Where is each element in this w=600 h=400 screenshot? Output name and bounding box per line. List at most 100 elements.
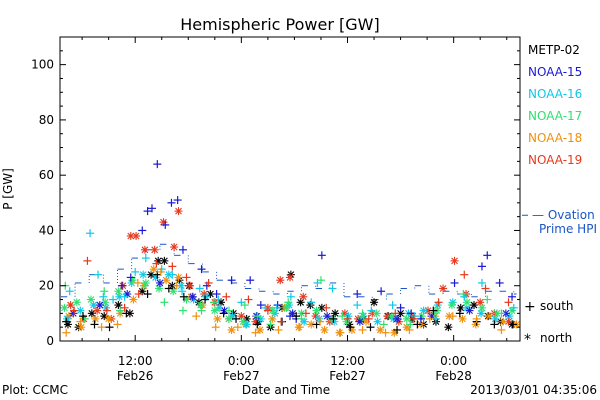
north-point	[282, 303, 291, 312]
north-point	[91, 314, 100, 323]
north-point-d2	[444, 323, 452, 331]
south-point	[477, 262, 486, 271]
south-point	[113, 320, 122, 329]
north-point-d2	[176, 276, 183, 284]
north-point	[276, 276, 285, 285]
north-point-d2	[91, 315, 99, 323]
north-point	[132, 231, 141, 240]
north-point-d2	[90, 301, 98, 309]
north-point	[220, 306, 229, 315]
south-point	[227, 276, 236, 285]
north-point	[477, 303, 486, 312]
north-point-d2	[114, 301, 122, 309]
north-point-d2	[129, 276, 136, 284]
south-point	[192, 312, 201, 321]
north-point-d2	[370, 298, 378, 306]
x-axis-label: Date and Time	[242, 383, 330, 397]
south-point	[138, 226, 147, 235]
south-point	[209, 298, 218, 307]
north-point	[485, 312, 494, 321]
north-point	[89, 301, 98, 310]
north-point	[433, 301, 442, 310]
south-point	[167, 198, 176, 207]
south-point	[364, 314, 373, 323]
x-tick-sublabel: Feb27	[329, 369, 366, 383]
south-point	[497, 325, 506, 334]
north-point-d2	[395, 318, 403, 326]
south-point	[377, 287, 386, 296]
north-point-d2	[257, 315, 265, 323]
south-point	[161, 220, 170, 229]
north-point	[499, 317, 508, 326]
north-point-d2	[276, 276, 284, 284]
north-point-d2	[77, 323, 85, 331]
ovation-prime-hpi-line	[60, 214, 528, 301]
north-point-d2	[434, 301, 442, 309]
south-point	[272, 303, 281, 312]
north-point-d2	[403, 315, 411, 323]
north-point-d2	[147, 271, 155, 279]
south-point	[160, 298, 169, 307]
north-point-d2	[206, 290, 214, 298]
south-point	[143, 290, 152, 299]
south-point	[214, 295, 223, 304]
x-tick-label: 12:00	[330, 354, 365, 368]
footer-timestamp: 2013/03/01 04:35:06	[470, 383, 597, 397]
north-point-d2	[300, 318, 308, 326]
north-point-d2	[215, 304, 223, 312]
south-point	[256, 301, 265, 310]
south-point	[99, 292, 108, 301]
south-point	[379, 320, 388, 329]
south-point	[232, 314, 241, 323]
north-point	[104, 314, 113, 323]
north-point-d2	[374, 318, 381, 326]
north-point-d2	[141, 246, 149, 254]
north-point	[139, 270, 148, 279]
north-point-d2	[388, 312, 396, 320]
legend-item-noaa-18: NOAA-18	[528, 131, 582, 145]
north-point	[129, 295, 138, 304]
south-point	[109, 295, 118, 304]
south-point	[429, 306, 438, 315]
y-tick-label: 60	[39, 168, 54, 182]
north-point-d2	[156, 279, 164, 287]
south-point	[338, 312, 347, 321]
y-tick-label: 40	[39, 223, 54, 237]
north-point	[177, 281, 186, 290]
x-tick-label: 0:00	[440, 354, 467, 368]
south-point	[459, 290, 468, 299]
north-point	[100, 312, 109, 321]
north-point	[456, 303, 465, 312]
legend-south-label: south	[540, 299, 574, 313]
y-tick-label: 80	[39, 113, 54, 127]
south-point	[140, 281, 149, 290]
south-point	[76, 317, 85, 326]
south-point	[366, 323, 375, 332]
south-point	[233, 323, 242, 332]
south-point	[222, 292, 231, 301]
south-point	[455, 309, 464, 318]
south-point	[322, 303, 331, 312]
north-point-d2	[105, 315, 113, 323]
south-point	[197, 265, 206, 274]
north-point-d2	[315, 315, 323, 323]
north-point-d2	[160, 218, 167, 226]
north-point-d2	[463, 298, 471, 306]
south-point	[358, 309, 367, 318]
north-point-d2	[478, 304, 486, 312]
north-point-d2	[214, 315, 221, 323]
south-point	[329, 314, 338, 323]
legend-item-metp-02: METP-02	[528, 43, 580, 57]
north-point-d2	[177, 282, 185, 290]
north-point-d2	[493, 309, 501, 317]
south-point	[425, 314, 434, 323]
south-point	[79, 312, 87, 321]
north-point-d2	[505, 318, 512, 326]
south-point	[253, 312, 262, 321]
north-point-d2	[397, 309, 404, 317]
legend-north-marker: *	[524, 332, 531, 348]
north-point-d2	[343, 318, 351, 326]
south-point	[244, 295, 253, 304]
north-point-d2	[76, 307, 84, 314]
north-point	[196, 301, 205, 310]
